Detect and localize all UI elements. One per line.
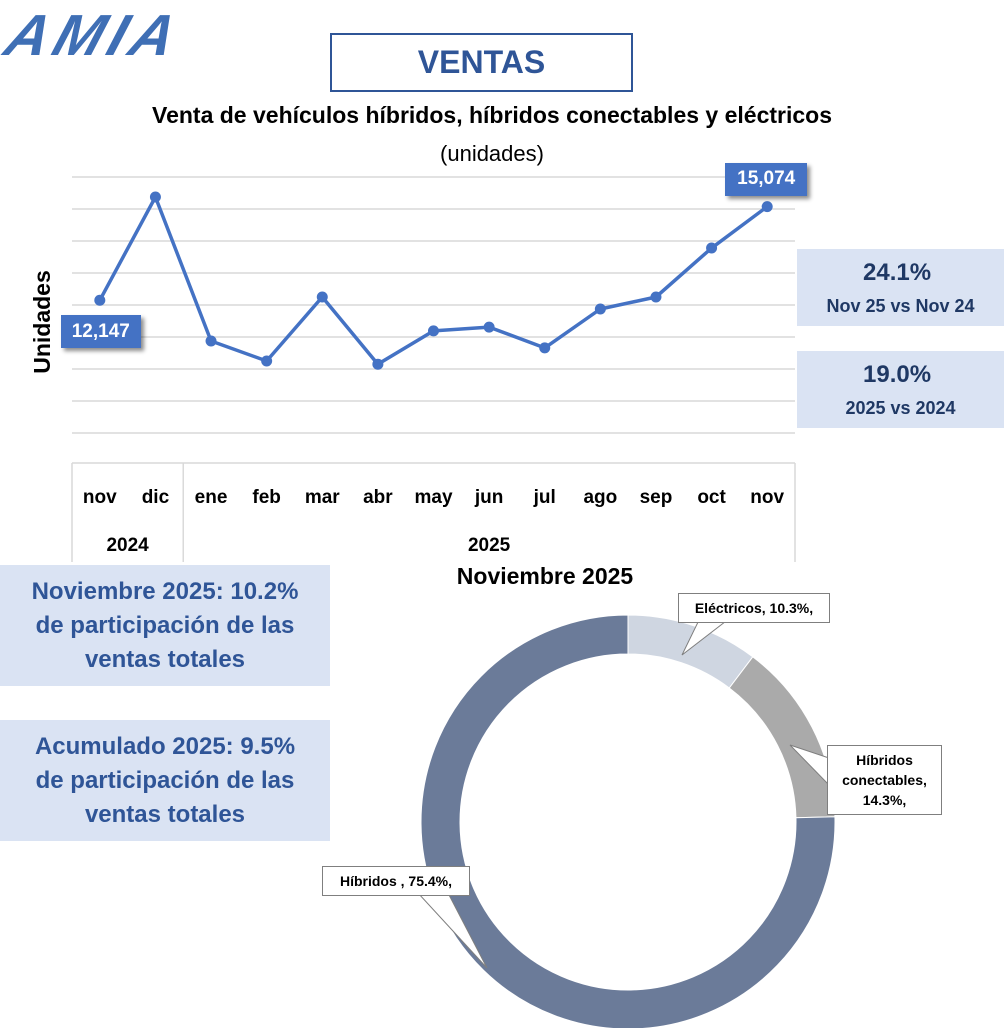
data-point: [261, 355, 273, 367]
group-label: 2024: [106, 535, 149, 556]
group-label: 2025: [468, 535, 511, 556]
kpi-box: 19.0% 2025 vs 2024: [797, 351, 1004, 428]
data-label: Híbridos conectables, 14.3%,: [827, 745, 942, 815]
data-point: [539, 342, 551, 354]
note-box: Noviembre 2025: 10.2% de participación de…: [0, 565, 330, 686]
data-point: [761, 201, 773, 213]
kpi-value: 19.0%: [863, 361, 932, 388]
chart-title: Venta de vehículos híbridos, híbridos co…: [152, 102, 832, 128]
data-point: [594, 303, 606, 315]
x-tick-label: oct: [697, 487, 726, 508]
x-tick-label: feb: [252, 487, 281, 508]
data-point: [650, 291, 662, 303]
line-series: [98, 195, 769, 366]
x-tick-label: mar: [305, 487, 340, 508]
x-tick-label: jun: [474, 487, 504, 508]
kpi-caption: 2025 vs 2024: [845, 398, 956, 418]
x-tick-label: ene: [195, 487, 228, 508]
note-line: de participación de las: [35, 611, 295, 639]
x-tick-label: nov: [83, 487, 117, 508]
x-tick-label: dic: [142, 487, 170, 508]
data-point: [94, 294, 106, 306]
note-line: ventas totales: [84, 645, 246, 673]
chart-title: Noviembre 2025: [457, 563, 634, 589]
data-label: Eléctricos, 10.3%,: [678, 593, 830, 623]
kpi-box: 24.1% Nov 25 vs Nov 24: [797, 249, 1004, 326]
data-label: 15,074: [725, 162, 808, 196]
note-line: de participación de las: [35, 766, 295, 794]
donut-slice: [728, 656, 836, 819]
logo: AMIA: [0, 3, 191, 68]
x-tick-label: sep: [640, 487, 673, 508]
data-point: [149, 191, 161, 203]
x-tick-label: nov: [750, 487, 784, 508]
note-line: Noviembre 2025: 10.2%: [31, 577, 299, 605]
kpi-caption: Nov 25 vs Nov 24: [826, 296, 975, 316]
data-point: [483, 321, 495, 333]
chart-subtitle: (unidades): [440, 141, 544, 166]
data-point: [205, 335, 217, 347]
x-tick-label: may: [414, 487, 452, 508]
note-box: Acumulado 2025: 9.5% de participación de …: [0, 720, 330, 841]
donut-slice: [627, 614, 754, 689]
data-point: [372, 358, 384, 370]
data-point: [428, 325, 439, 337]
data-label: Híbridos , 75.4%,: [322, 866, 470, 896]
kpi-value: 24.1%: [863, 259, 932, 286]
data-point: [316, 291, 328, 303]
x-tick-label: abr: [363, 487, 393, 508]
data-point: [706, 242, 718, 254]
data-label: 12,147: [60, 315, 141, 349]
header: VENTAS: [330, 33, 633, 92]
y-axis-label: Unidades: [29, 270, 55, 374]
donut-slice: [420, 614, 836, 1028]
x-tick-label: ago: [583, 487, 617, 508]
x-tick-label: jul: [533, 487, 556, 508]
note-line: Acumulado 2025: 9.5%: [34, 732, 296, 760]
note-line: ventas totales: [84, 800, 246, 828]
